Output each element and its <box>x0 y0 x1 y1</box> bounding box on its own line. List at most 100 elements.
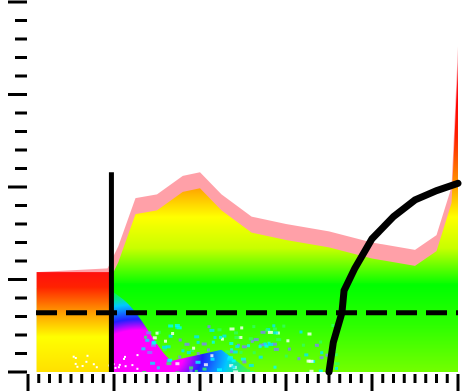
heatmap-field <box>37 46 458 375</box>
speckle <box>315 344 319 347</box>
speckle <box>189 366 193 369</box>
speckle <box>304 353 308 356</box>
speckle <box>171 332 174 335</box>
speckle <box>141 347 145 350</box>
speckle <box>124 356 126 358</box>
speckle <box>137 354 139 356</box>
speckle <box>240 326 243 329</box>
y-axis-ticks <box>8 2 27 372</box>
speckle <box>230 350 233 353</box>
speckle <box>247 369 250 372</box>
speckle <box>252 325 255 328</box>
speckle <box>119 364 121 366</box>
speckle <box>231 366 235 369</box>
speckle <box>300 331 303 334</box>
speckle <box>93 363 95 365</box>
speckle <box>308 333 312 336</box>
speckle <box>82 365 84 367</box>
speckle <box>123 358 125 360</box>
speckle <box>162 346 167 349</box>
speckle <box>217 368 222 371</box>
speckle <box>176 371 180 374</box>
speckle <box>144 336 147 339</box>
speckle <box>222 335 226 338</box>
speckle <box>288 348 291 351</box>
speckle <box>240 351 243 354</box>
speckle <box>211 358 215 361</box>
speckle <box>268 343 273 346</box>
speckle <box>166 362 171 365</box>
speckle <box>282 325 285 328</box>
speckle <box>145 339 149 342</box>
speckle <box>242 345 247 348</box>
speckle <box>75 363 77 365</box>
speckle <box>241 358 246 361</box>
speckle <box>272 324 275 327</box>
speckle <box>185 343 190 346</box>
speckle <box>218 328 222 331</box>
speckle <box>207 348 210 351</box>
speckle <box>175 324 180 327</box>
speckle <box>254 338 259 341</box>
speckle <box>297 357 300 360</box>
speckle <box>190 370 193 373</box>
speckle <box>249 337 253 340</box>
speckle <box>203 368 207 371</box>
speckle <box>131 364 133 366</box>
speckle <box>192 347 195 350</box>
speckle <box>285 355 288 358</box>
speckle <box>310 370 314 373</box>
speckle <box>319 370 323 373</box>
speckle <box>73 356 75 358</box>
speckle <box>249 364 254 367</box>
speckle <box>210 354 213 357</box>
speckle <box>147 351 152 354</box>
speckle <box>152 341 156 344</box>
speckle <box>309 360 314 363</box>
speckle <box>242 360 246 363</box>
speckle <box>259 356 263 359</box>
speckle <box>118 366 120 368</box>
speckle <box>274 348 279 351</box>
speckle <box>234 336 239 339</box>
speckle <box>320 356 324 359</box>
speckle <box>202 343 207 346</box>
speckle <box>125 365 127 367</box>
speckle <box>268 331 273 334</box>
speckle <box>235 345 239 348</box>
speckle <box>146 331 151 334</box>
speckle <box>168 359 172 362</box>
speckle <box>335 367 338 370</box>
speckle <box>212 341 215 344</box>
speckle <box>136 368 138 370</box>
speckle <box>234 331 238 334</box>
speckle <box>233 351 238 354</box>
speckle <box>85 361 87 363</box>
speckle <box>153 336 157 339</box>
speckle <box>156 332 159 335</box>
speckle <box>229 342 233 345</box>
speckle <box>265 329 268 332</box>
speckle <box>175 362 179 365</box>
speckle <box>273 331 278 334</box>
speckle <box>319 341 322 344</box>
speckle <box>179 339 182 342</box>
speckle <box>187 351 191 354</box>
speckle <box>230 328 235 331</box>
speckle <box>197 352 200 355</box>
speckle <box>265 345 269 348</box>
speckle <box>150 362 155 365</box>
x-axis-ticks <box>28 374 458 391</box>
speckle <box>115 367 117 369</box>
speckle <box>168 325 173 328</box>
speckle <box>261 331 266 334</box>
speckle <box>232 359 236 362</box>
speckle <box>208 325 211 328</box>
speckle <box>320 351 323 354</box>
speckle <box>286 339 289 342</box>
speckle <box>335 362 340 365</box>
speckle <box>142 371 146 374</box>
speckle <box>197 341 200 344</box>
speckle <box>209 329 214 332</box>
speckle <box>247 344 250 347</box>
